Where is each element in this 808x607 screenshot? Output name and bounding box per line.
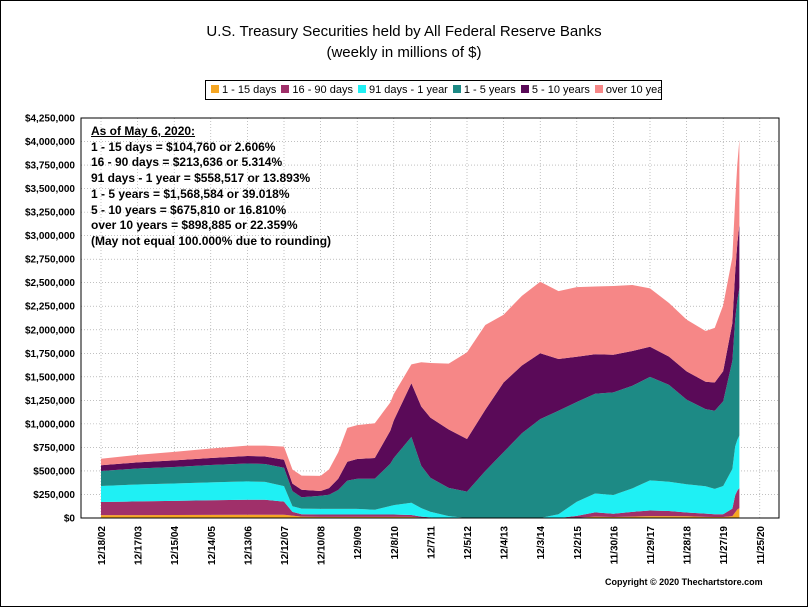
annotation-line: 1 - 5 years = $1,568,584 or 39.018% [91, 186, 290, 201]
chart-legend: 1 - 15 days 16 - 90 days 91 days - 1 year 1… [205, 80, 662, 100]
x-tick-label: 12/17/03 [134, 526, 145, 565]
legend-swatch [357, 85, 366, 93]
annotation-line: 91 days - 1 year = $558,517 or 13.893% [91, 171, 311, 186]
y-tick-label: $3,750,000 [25, 161, 75, 172]
plot-border [80, 117, 780, 519]
area-series-1-5-years [101, 287, 740, 518]
annotation-line: 5 - 10 years = $675,810 or 16.810% [91, 202, 287, 217]
legend-label: 5 - 10 years [531, 84, 590, 96]
chart-title: U.S. Treasury Securities held by All Fed… [1, 21, 807, 63]
legend-label: 1 - 5 years [463, 84, 516, 96]
legend-entry: 91 days - 1 year [357, 81, 448, 99]
y-tick-label: $2,500,000 [25, 278, 75, 289]
y-tick-label: $2,750,000 [25, 255, 75, 266]
x-tick-label: 12/18/02 [97, 526, 108, 565]
y-tick-label: $500,000 [33, 466, 75, 477]
legend-swatch [520, 85, 529, 93]
x-tick-label: 12/5/12 [463, 526, 474, 560]
y-tick-label: $750,000 [33, 443, 75, 454]
area-series-5-10-years [101, 224, 740, 498]
x-tick-label: 11/27/19 [719, 526, 730, 565]
legend-entry: 16 - 90 days [281, 81, 353, 99]
x-tick-label: 11/30/16 [609, 526, 620, 565]
x-tick-label: 12/14/05 [207, 526, 218, 565]
x-tick-label: 12/2/15 [573, 526, 584, 560]
x-tick-label: 12/15/04 [170, 526, 181, 565]
y-tick-label: $1,250,000 [25, 396, 75, 407]
legend-entry: 1 - 5 years [452, 81, 516, 99]
y-tick-label: $2,250,000 [25, 302, 75, 313]
x-tick-label: 12/4/13 [500, 526, 511, 560]
legend-label: 16 - 90 days [292, 84, 353, 96]
x-tick-label: 12/10/08 [317, 526, 328, 565]
annotation-box: As of May 6, 2020: 1 - 15 days = $104,76… [91, 124, 331, 250]
annotation-line: over 10 years = $898,885 or 22.359% [91, 218, 298, 233]
legend-entry: 5 - 10 years [520, 81, 590, 99]
y-tick-label: $1,750,000 [25, 349, 75, 360]
y-tick-label: $4,250,000 [25, 114, 75, 125]
y-tick-label: $0 [64, 514, 76, 525]
chart-title-line1: U.S. Treasury Securities held by All Fed… [206, 23, 602, 40]
annotation-line: 1 - 15 days = $104,760 or 2.606% [91, 139, 276, 154]
x-tick-label: 12/13/06 [243, 526, 254, 565]
annotation-heading: As of May 6, 2020: [91, 124, 196, 138]
x-tick-label: 11/25/20 [756, 526, 767, 565]
area-series-91-days-1-year [101, 435, 740, 518]
x-tick-label: 12/7/11 [426, 526, 437, 559]
y-tick-label: $3,250,000 [25, 208, 75, 219]
y-tick-label: $3,000,000 [25, 231, 75, 242]
legend-label: over 10 years [605, 84, 661, 96]
copyright-text: Copyright © 2020 Thechartstore.com [605, 577, 763, 587]
x-tick-label: 12/3/14 [536, 526, 547, 560]
x-tick-label: 12/12/07 [280, 526, 291, 565]
annotation-line: 16 - 90 days = $213,636 or 5.314% [91, 155, 283, 170]
y-tick-label: $2,000,000 [25, 325, 75, 336]
x-tick-label: 12/9/09 [353, 526, 364, 560]
area-series-over-10-years [101, 139, 740, 491]
legend-swatch [452, 85, 461, 93]
y-tick-label: $250,000 [33, 490, 75, 501]
legend-entry: 1 - 15 days [211, 81, 276, 99]
annotation-line: (May not equal 100.000% due to rounding) [91, 233, 332, 248]
y-tick-label: $4,000,000 [25, 137, 75, 148]
legend-label: 1 - 15 days [222, 84, 277, 96]
x-tick-label: 12/8/10 [390, 526, 401, 560]
area-series-1-15-days [101, 508, 740, 518]
legend-label: 91 days - 1 year [368, 84, 448, 96]
legend-swatch [281, 85, 290, 93]
area-series-16-90-days [101, 488, 740, 518]
legend-swatch [594, 85, 603, 93]
y-tick-label: $3,500,000 [25, 184, 75, 195]
y-tick-label: $1,500,000 [25, 372, 75, 383]
chart-title-line2: (weekly in millions of $) [326, 44, 482, 61]
legend-entry: over 10 years [594, 81, 661, 99]
y-tick-label: $1,000,000 [25, 419, 75, 430]
legend-swatch [211, 85, 219, 93]
x-tick-label: 11/29/17 [646, 526, 657, 565]
x-tick-label: 11/28/18 [683, 526, 694, 565]
